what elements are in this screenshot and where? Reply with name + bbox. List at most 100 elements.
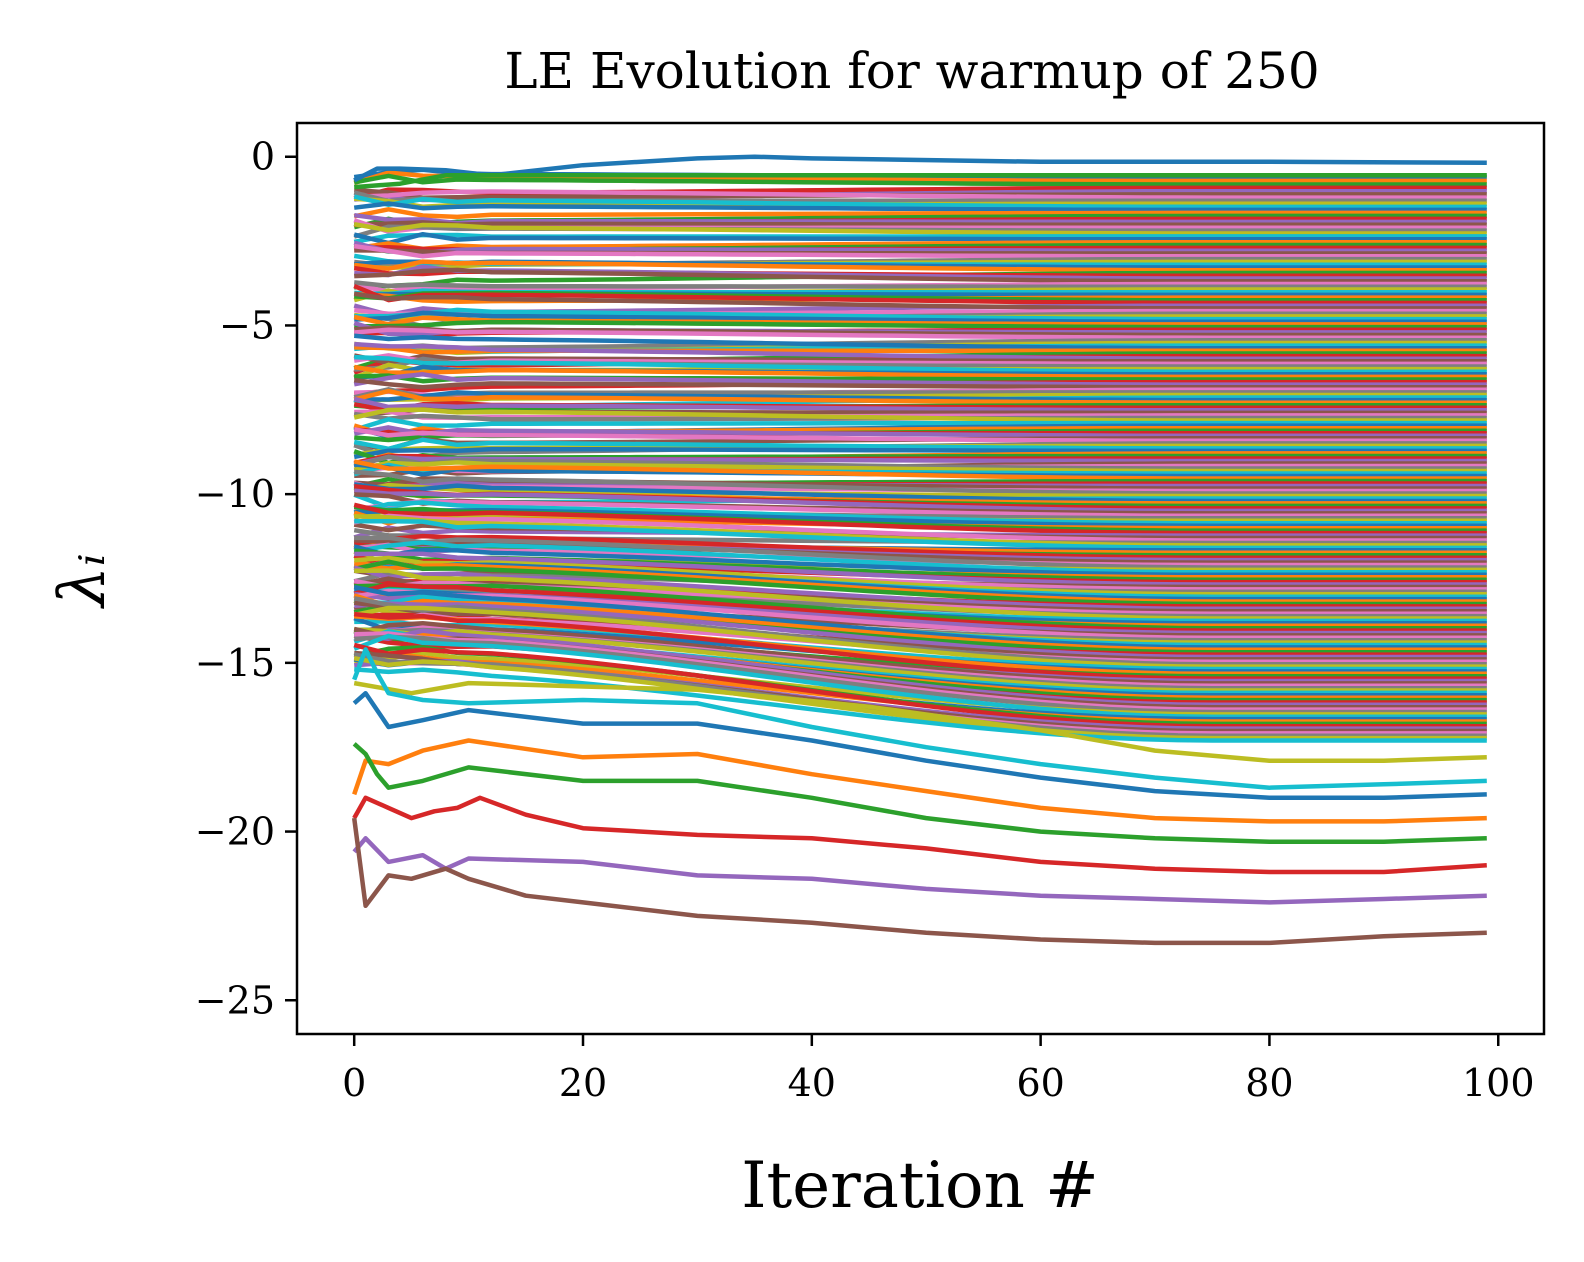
series-line	[353, 446, 1487, 460]
series-line	[354, 354, 1487, 374]
series-line	[353, 565, 1487, 612]
plot-frame	[295, 121, 1546, 1036]
series-line	[353, 396, 1487, 413]
series-line	[353, 437, 1487, 452]
series-line	[353, 240, 1487, 256]
series-line	[353, 582, 1487, 633]
series-line	[354, 514, 1487, 548]
series-line	[354, 319, 1487, 330]
series-line	[354, 267, 1487, 284]
series-line	[353, 559, 1487, 607]
series-line	[353, 502, 1487, 536]
series-line	[354, 555, 1487, 597]
series-line	[353, 540, 1487, 575]
x-tick-label: 40	[788, 1061, 836, 1105]
series-line	[354, 488, 1487, 514]
series-layer	[351, 154, 1487, 946]
series-line	[354, 390, 1487, 403]
y-tick-label: −20	[195, 810, 275, 854]
series-line	[353, 454, 1487, 471]
series-line	[354, 189, 1487, 200]
series-line	[353, 499, 1487, 519]
series-line	[353, 454, 1487, 467]
series-line	[353, 611, 1487, 681]
series-line	[353, 621, 1487, 686]
series-line	[353, 407, 1487, 423]
series-line	[353, 243, 1487, 259]
series-line	[354, 601, 1487, 660]
y-axis-label: λᵢ	[46, 553, 120, 609]
series-line	[353, 562, 1487, 604]
series-line	[354, 634, 1487, 715]
series-line	[352, 738, 1487, 824]
x-tick-label: 80	[1245, 1061, 1293, 1105]
y-tick-label: −15	[195, 641, 275, 685]
series-line	[353, 259, 1487, 273]
series-line	[353, 291, 1487, 311]
series-line	[354, 518, 1487, 551]
series-line	[354, 327, 1487, 340]
series-line	[353, 642, 1487, 729]
series-line	[353, 364, 1487, 380]
series-line	[353, 201, 1487, 213]
series-line	[353, 513, 1487, 543]
chart-title: LE Evolution for warmup of 250	[504, 42, 1319, 100]
series-line	[354, 551, 1487, 587]
series-line	[353, 633, 1487, 719]
series-line	[354, 535, 1487, 570]
y-axis-ticks: 0 −5 −10 −15 −20 −25	[195, 135, 297, 1022]
series-line	[352, 836, 1487, 905]
series-line	[353, 459, 1487, 481]
series-line	[353, 482, 1487, 499]
series-line	[354, 338, 1487, 351]
series-line	[353, 377, 1487, 390]
series-line	[353, 372, 1487, 387]
series-line	[353, 533, 1487, 560]
series-line	[353, 388, 1487, 405]
series-line	[353, 353, 1487, 366]
series-line	[353, 655, 1487, 741]
series-line	[354, 583, 1487, 631]
y-tick-label: −5	[219, 303, 275, 347]
series-line	[353, 593, 1487, 653]
series-line	[353, 628, 1487, 708]
series-line	[353, 427, 1487, 444]
series-line	[354, 627, 1487, 693]
x-tick-label: 60	[1016, 1061, 1064, 1105]
series-line	[353, 231, 1487, 246]
series-line	[353, 212, 1487, 226]
x-tick-label: 20	[559, 1061, 607, 1105]
series-line	[354, 631, 1487, 712]
series-line	[353, 221, 1487, 236]
series-line	[353, 280, 1487, 289]
series-line	[354, 341, 1487, 361]
series-line	[353, 417, 1487, 433]
series-line	[354, 220, 1487, 228]
series-line	[354, 310, 1487, 325]
series-line	[353, 584, 1487, 650]
y-tick-label: −10	[195, 472, 275, 516]
x-axis-ticks: 0 20 40 60 80 100	[342, 1034, 1535, 1105]
series-line	[353, 605, 1487, 669]
series-line	[351, 817, 1487, 946]
series-line	[353, 284, 1487, 306]
series-line	[353, 207, 1487, 220]
y-tick-label: 0	[251, 135, 275, 179]
series-line	[353, 680, 1487, 763]
series-line	[353, 500, 1487, 526]
series-line	[354, 173, 1487, 190]
series-line	[353, 482, 1487, 504]
series-line	[354, 307, 1487, 322]
series-line	[353, 588, 1487, 641]
y-tick-label: −25	[195, 978, 275, 1022]
series-line	[354, 568, 1487, 621]
x-axis-label: Iteration #	[741, 1149, 1099, 1223]
series-line	[352, 690, 1487, 801]
series-line	[352, 742, 1487, 844]
series-line	[354, 667, 1487, 743]
series-line	[352, 647, 1487, 790]
series-line	[353, 425, 1487, 439]
series-line	[353, 194, 1487, 210]
x-tick-label: 100	[1462, 1061, 1535, 1105]
